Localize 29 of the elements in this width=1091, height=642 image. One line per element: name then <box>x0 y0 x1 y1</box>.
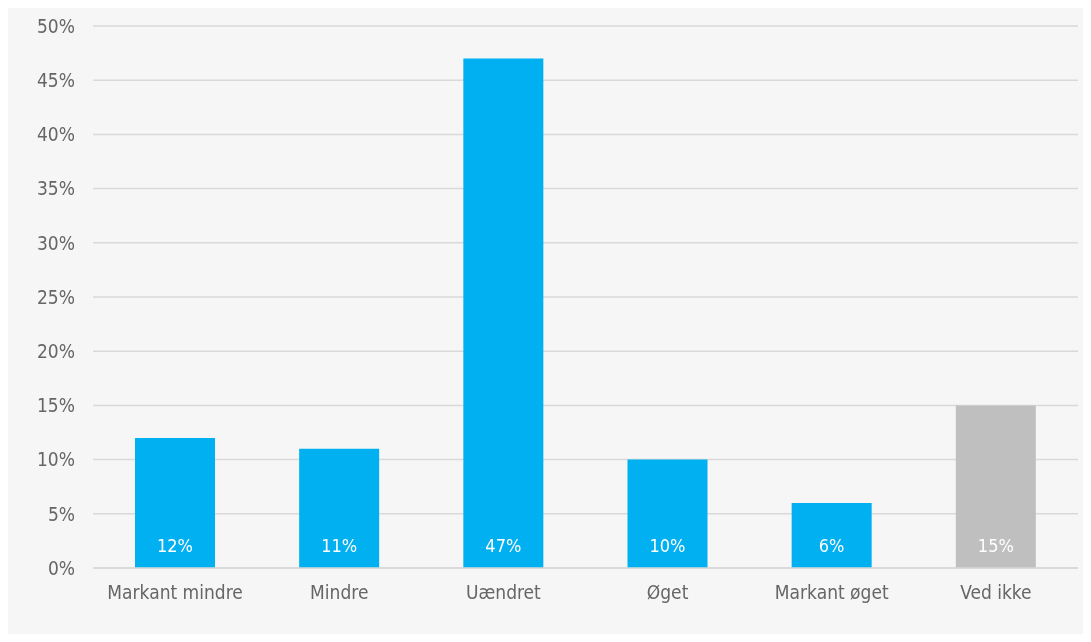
bar <box>135 437 215 568</box>
bar <box>299 448 380 568</box>
y-tick-label: 15% <box>37 394 75 417</box>
data-label: 11% <box>321 535 358 556</box>
bar <box>955 405 1036 568</box>
y-tick-label: 0% <box>47 556 75 579</box>
data-label: 47% <box>485 535 522 556</box>
y-tick-label: 40% <box>37 123 75 146</box>
x-tick-label: Ved ikke <box>960 581 1032 604</box>
y-tick-label: 45% <box>37 68 75 91</box>
bar <box>463 58 544 568</box>
x-tick-label: Markant mindre <box>107 581 243 604</box>
y-tick-label: 30% <box>37 231 75 254</box>
x-tick-label: Markant øget <box>774 581 889 604</box>
data-label: 15% <box>977 535 1014 556</box>
y-tick-label: 10% <box>37 448 75 471</box>
bar <box>791 502 872 568</box>
y-tick-label: 35% <box>37 177 75 200</box>
data-label: 12% <box>157 535 193 556</box>
x-tick-label: Uændret <box>466 581 542 604</box>
y-tick-label: 20% <box>37 339 75 362</box>
data-label: 6% <box>818 535 845 556</box>
y-tick-label: 25% <box>37 285 75 308</box>
y-tick-label: 5% <box>47 502 75 525</box>
x-tick-label: Mindre <box>310 581 369 604</box>
x-tick-label: Øget <box>646 581 689 604</box>
data-label: 10% <box>649 535 686 556</box>
y-tick-label: 50% <box>37 14 75 37</box>
bar <box>627 459 708 568</box>
